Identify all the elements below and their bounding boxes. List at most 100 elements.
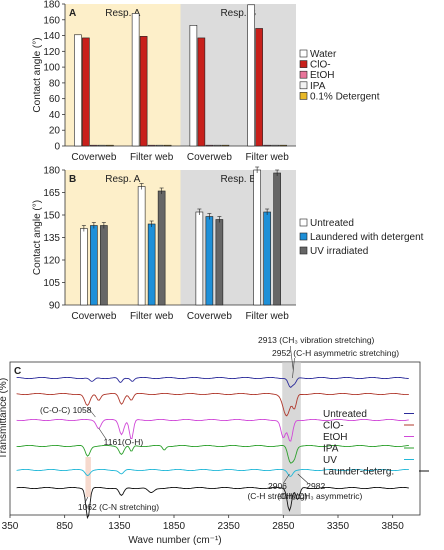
y-tick-label: 180 xyxy=(43,166,60,177)
bar-uv-irradiated xyxy=(100,225,108,306)
category-label: Filter web xyxy=(245,311,289,322)
annotation-leader xyxy=(84,496,89,504)
annotation-leader xyxy=(98,427,107,441)
bar-0-1-detergent xyxy=(221,144,230,147)
panel-label: A xyxy=(69,8,76,19)
y-tick-label: 80 xyxy=(49,78,61,89)
bar-clo- xyxy=(197,37,206,147)
annotation-leader xyxy=(87,406,96,418)
category-label: Coverweb xyxy=(71,152,116,163)
bar-clo- xyxy=(82,37,90,147)
bar-untreated xyxy=(253,169,261,306)
bar-untreated xyxy=(80,228,88,306)
bar-ipa xyxy=(155,144,164,147)
region-label: Resp. B xyxy=(220,8,256,19)
y-axis-label: Transmittance (%) xyxy=(0,378,9,459)
legend-swatch xyxy=(299,70,308,79)
legend-swatch xyxy=(299,218,308,227)
annotation: 1062 (C-N stretching) xyxy=(78,502,159,512)
spectrum-uv xyxy=(16,468,409,477)
y-tick-label: 160 xyxy=(43,15,60,26)
x-tick-label: 350 xyxy=(2,521,19,532)
region-label: Resp. A xyxy=(105,174,140,185)
x-axis-label: Wave number (cm⁻¹) xyxy=(128,535,221,546)
annotation: 2906 xyxy=(268,481,287,491)
legend-label: Water xyxy=(310,49,337,60)
legend-label: EtOH xyxy=(323,432,347,443)
legend-label: Untreated xyxy=(310,218,354,229)
bar-uv-irradiated xyxy=(215,219,224,306)
legend-swatch xyxy=(299,49,308,58)
region-label: Resp. B xyxy=(220,174,256,185)
spectrum-untreated xyxy=(16,376,409,388)
bar-0-1-detergent xyxy=(106,144,114,147)
spectrum-etoh xyxy=(16,418,409,442)
plot-frame xyxy=(9,361,421,516)
y-tick-label: 150 xyxy=(43,211,60,222)
y-tick-label: 0 xyxy=(54,142,60,153)
y-axis-label: Contact angle (°) xyxy=(32,200,43,275)
bar-clo- xyxy=(255,28,263,147)
x-tick-label: 3850 xyxy=(382,521,405,532)
bar-etoh xyxy=(90,144,98,147)
spectrum-clo- xyxy=(16,392,409,417)
y-axis-label: Contact angle (°) xyxy=(32,37,43,112)
y-tick-label: 105 xyxy=(43,278,60,289)
panel-label: C xyxy=(14,366,21,377)
annotation: (CH₂/CH₃ asymmetric) xyxy=(277,491,362,501)
annotation-leader xyxy=(297,473,308,484)
bar-laundered-with-detergent xyxy=(263,211,271,306)
category-label: Filter web xyxy=(245,152,289,163)
y-tick-label: 20 xyxy=(49,126,61,137)
panel-label: B xyxy=(69,174,76,185)
annotation-leader xyxy=(283,473,290,484)
legend-swatch xyxy=(299,81,308,90)
bar-untreated xyxy=(137,186,146,306)
bar-etoh xyxy=(263,144,271,147)
y-tick-label: 120 xyxy=(43,256,60,267)
bar-ipa xyxy=(98,144,106,147)
y-tick-label: 140 xyxy=(43,31,60,42)
legend-label: ClO- xyxy=(310,60,331,71)
legend-swatch xyxy=(299,60,308,68)
bar-etoh xyxy=(205,144,214,147)
legend-label: UV irradiated xyxy=(310,246,368,257)
legend-swatch xyxy=(299,92,308,100)
legend-label: IPA xyxy=(323,444,339,455)
bar-laundered-with-detergent xyxy=(147,223,156,306)
annotation: 2952 (C-H asymmetric stretching) xyxy=(272,348,399,358)
y-tick-label: 40 xyxy=(49,110,61,121)
legend-label: Launder-deterg. xyxy=(323,467,394,478)
spectrum-ipa xyxy=(16,444,409,464)
cn-band xyxy=(85,457,91,497)
region-label: Resp. A xyxy=(105,8,140,19)
bar-clo- xyxy=(139,36,148,147)
bar-water xyxy=(189,24,198,147)
y-tick-label: 135 xyxy=(43,233,60,244)
panel-c-ftir-spectra: 350 850 1350 1850 2350 2850 3350 3850 Wave numbe… xyxy=(0,335,429,546)
x-tick-label: 3350 xyxy=(327,521,350,532)
annotation-leader xyxy=(289,345,294,371)
legend-label: 0.1% Detergent xyxy=(310,91,380,102)
bar-0-1-detergent xyxy=(163,144,172,147)
x-tick-label: 1350 xyxy=(108,521,131,532)
y-tick-label: 120 xyxy=(43,47,60,58)
bar-ipa xyxy=(213,144,222,147)
y-tick-label: 165 xyxy=(43,188,60,199)
legend-label: EtOH xyxy=(310,70,334,81)
annotation: (C-H stretching) xyxy=(247,491,307,501)
annotation: 1161(O-H) xyxy=(104,437,144,447)
bar-etoh xyxy=(147,144,156,147)
category-label: Filter web xyxy=(130,311,174,322)
legend-swatch xyxy=(299,232,308,241)
legend-label: UV xyxy=(323,455,337,466)
annotation: (C-O-C) 1058 xyxy=(40,405,92,415)
legend-label: IPA xyxy=(310,81,326,92)
bar-water xyxy=(131,13,140,147)
category-label: Coverweb xyxy=(187,311,232,322)
annotation-leader xyxy=(292,357,295,379)
category-label: Coverweb xyxy=(71,311,116,322)
bar-water xyxy=(247,4,255,147)
annotation: 2982 xyxy=(306,481,325,491)
bar-water xyxy=(74,34,82,147)
